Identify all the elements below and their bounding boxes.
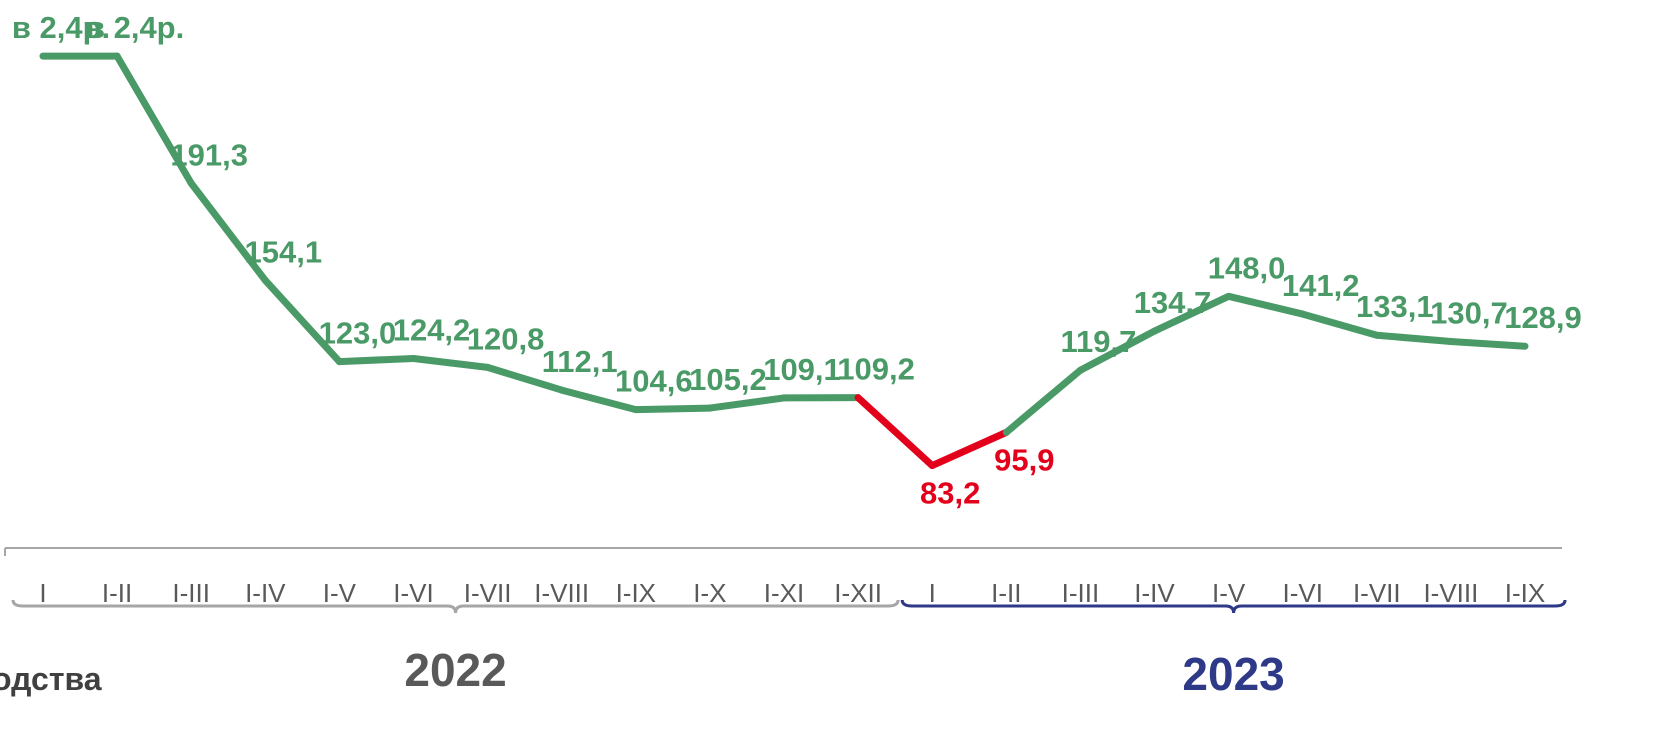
x-tick-label: I-IX: [616, 578, 656, 608]
x-tick-label: I-XI: [764, 578, 804, 608]
x-tick-label: I-VII: [464, 578, 512, 608]
data-label: 120,8: [467, 321, 545, 356]
line-segment: [636, 408, 710, 410]
x-tick-label: I-XII: [834, 578, 882, 608]
data-label: 148,0: [1208, 250, 1286, 285]
x-tick-label: I-VIII: [1423, 578, 1478, 608]
x-tick-label: I-III: [1062, 578, 1100, 608]
x-tick-label: I-II: [102, 578, 132, 608]
x-tick-label: I-VI: [393, 578, 433, 608]
data-label: 123,0: [319, 316, 397, 351]
x-tick-label: I-VII: [1353, 578, 1401, 608]
data-label: 112,1: [542, 344, 618, 379]
data-label: 119,7: [1060, 324, 1136, 359]
x-tick-label: I-III: [172, 578, 210, 608]
data-label: 154,1: [245, 234, 323, 269]
data-label: 109,2: [837, 352, 915, 387]
line-segment: [1006, 370, 1080, 432]
x-tick-label: I-V: [1212, 578, 1246, 608]
x-tick-label: I-IX: [1505, 578, 1545, 608]
x-tick-label: I-X: [693, 578, 726, 608]
group-label: 2023: [1182, 648, 1284, 700]
data-label: в 2,4р.: [86, 10, 184, 45]
line-segment: [1377, 335, 1451, 341]
data-label: 83,2: [920, 476, 980, 511]
x-tick-label: I: [39, 578, 46, 608]
data-label: 130,7: [1430, 296, 1508, 331]
x-tick-label: I-II: [991, 578, 1021, 608]
data-label: 109,1: [763, 352, 841, 387]
group-label: 2022: [404, 644, 506, 696]
data-label: 133,1: [1356, 289, 1434, 324]
x-tick-label: I-IV: [1134, 578, 1175, 608]
x-tick-label: I: [929, 578, 936, 608]
data-label: 191,3: [170, 137, 248, 172]
data-label: 104,6: [615, 364, 693, 399]
x-tick-label: I-IV: [245, 578, 286, 608]
data-label: 105,2: [689, 362, 767, 397]
data-label: 134,7: [1134, 285, 1212, 320]
data-label: 95,9: [994, 442, 1054, 477]
x-tick-label: I-V: [323, 578, 357, 608]
line-segment: [414, 358, 488, 367]
line-segment: [710, 398, 784, 408]
line-segment: [339, 358, 413, 361]
data-label: 128,9: [1504, 300, 1582, 335]
side-text: одства: [0, 661, 102, 697]
data-label: 124,2: [393, 312, 471, 347]
x-tick-label: I-VIII: [534, 578, 589, 608]
x-tick-label: I-VI: [1282, 578, 1322, 608]
line-segment: [1451, 342, 1525, 347]
line-segment: [858, 398, 932, 466]
data-label: 141,2: [1282, 268, 1360, 303]
